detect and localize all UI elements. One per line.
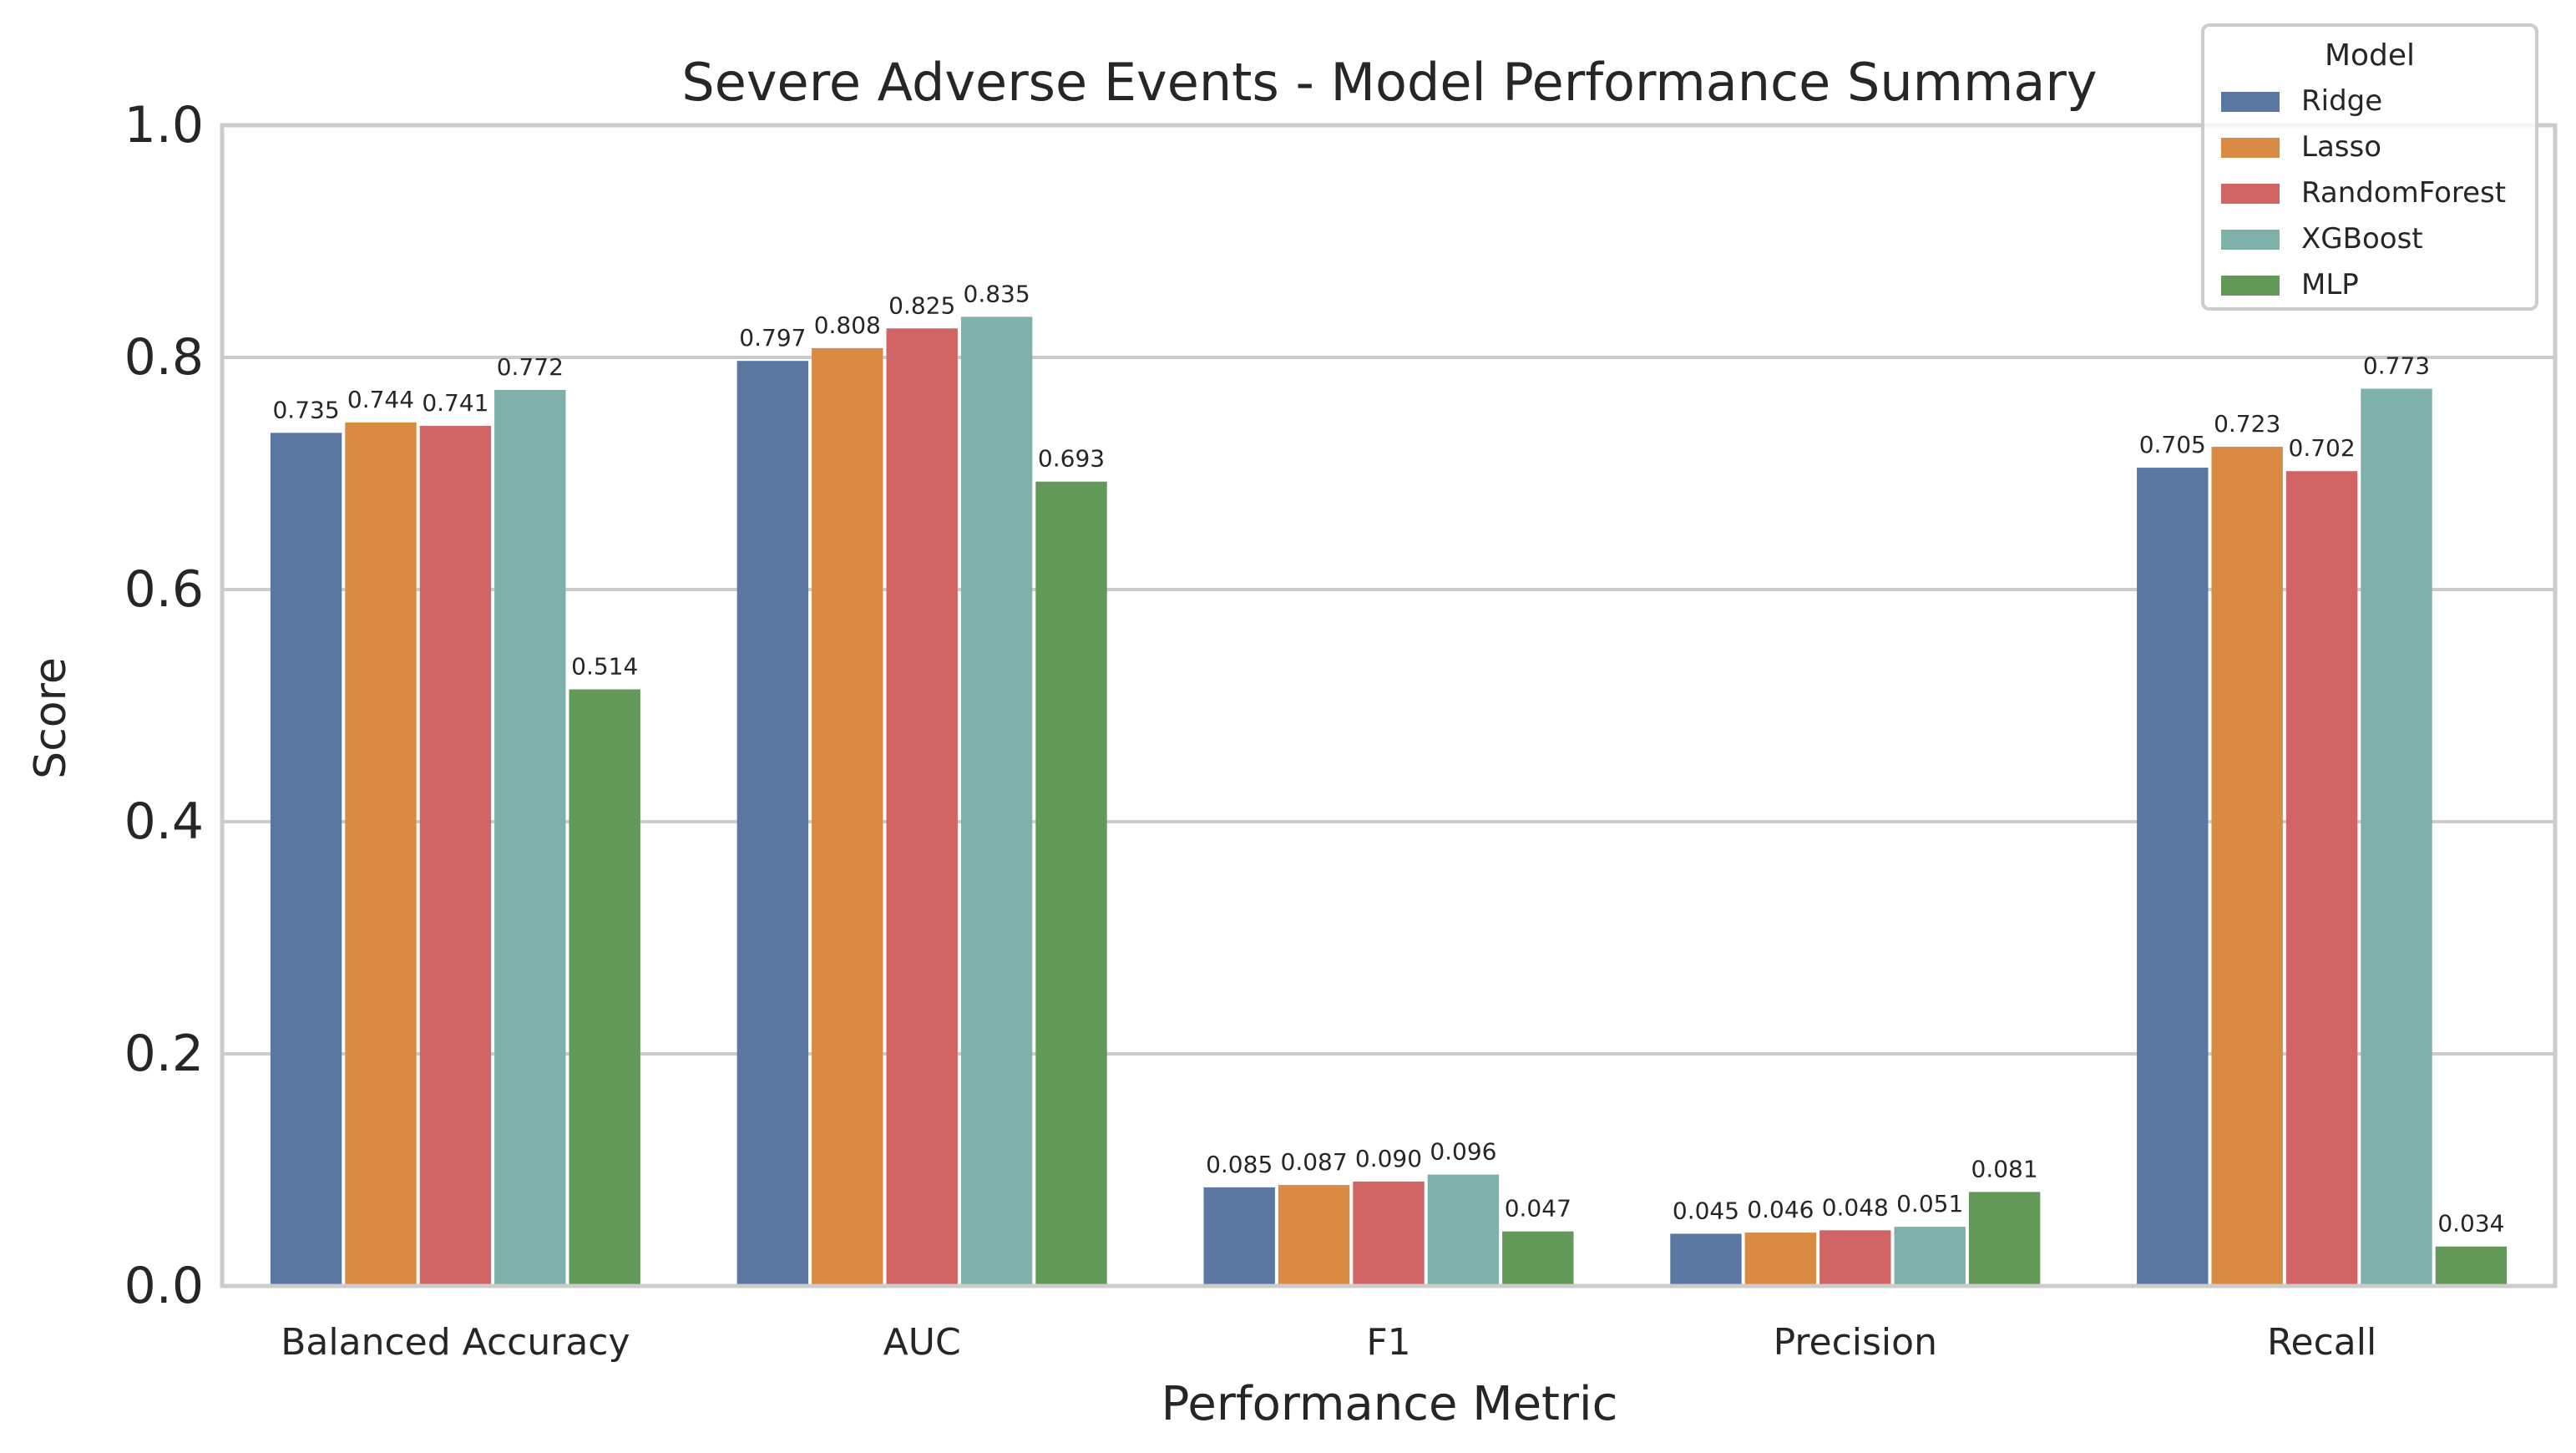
y-tick-label: 0.4 <box>124 792 204 851</box>
bar-mlp-balanced-accuracy <box>569 689 640 1286</box>
bar-xgboost-balanced-accuracy <box>494 389 566 1286</box>
bar-value-label: 0.772 <box>497 353 564 381</box>
legend-label: Ridge <box>2301 84 2382 118</box>
bar-value-label: 0.808 <box>814 311 881 339</box>
y-tick-label: 1.0 <box>124 96 204 154</box>
bar-value-label: 0.045 <box>1673 1197 1739 1224</box>
axes: 0.0 0.2 0.4 0.6 0.8 1.0 Balanced Accuracy AUC F1… <box>124 96 2558 1364</box>
bar-ridge-balanced-accuracy <box>270 433 342 1286</box>
bar-lasso-precision <box>1744 1233 1817 1286</box>
legend-items: Ridge Lasso RandomForest XGBoost MLP <box>2221 84 2506 301</box>
x-axis-label: Performance Metric <box>1161 1377 1618 1431</box>
x-tick-label: Precision <box>1774 1321 1937 1364</box>
legend-swatch <box>2221 184 2280 204</box>
bar-value-label: 0.051 <box>1896 1190 1963 1218</box>
y-tick-label: 0.8 <box>124 328 204 387</box>
bar-mlp-f1 <box>1502 1231 1574 1286</box>
y-tick-label: 0.6 <box>124 560 204 619</box>
bar-value-label: 0.705 <box>2139 431 2206 458</box>
bar-value-label: 0.087 <box>1281 1148 1348 1176</box>
bar-ridge-recall <box>2137 468 2209 1286</box>
bar-value-label: 0.825 <box>888 291 955 319</box>
legend-title: Model <box>2325 38 2415 73</box>
x-tick-label: F1 <box>1366 1321 1410 1364</box>
bar-randomforest-precision <box>1819 1230 1891 1286</box>
bar-lasso-balanced-accuracy <box>345 422 417 1287</box>
legend-label: RandomForest <box>2301 176 2506 210</box>
bar-value-label: 0.797 <box>739 324 806 352</box>
bar-value-label: 0.048 <box>1822 1193 1889 1221</box>
bar-value-label: 0.081 <box>1971 1155 2038 1182</box>
bar-randomforest-recall <box>2285 471 2358 1286</box>
legend-label: MLP <box>2301 268 2359 301</box>
bar-mlp-recall <box>2435 1246 2508 1286</box>
bar-value-label: 0.744 <box>347 386 414 413</box>
bars <box>270 316 2508 1287</box>
legend-swatch <box>2221 276 2280 296</box>
bar-xgboost-auc <box>960 316 1033 1287</box>
legend-box <box>2201 23 2538 311</box>
bar-xgboost-recall <box>2361 388 2432 1286</box>
bar-xgboost-precision <box>1894 1227 1966 1286</box>
bar-mlp-auc <box>1035 481 1107 1286</box>
y-tick-label: 0.0 <box>124 1257 204 1315</box>
bar-value-label: 0.085 <box>1206 1151 1273 1178</box>
bar-value-labels: 0.735 0.744 0.741 0.772 0.514 0.797 0.8080.825… <box>272 280 2504 1237</box>
bar-randomforest-balanced-accuracy <box>419 426 492 1286</box>
bar-value-label: 0.723 <box>2214 410 2280 438</box>
bar-value-label: 0.693 <box>1038 445 1105 473</box>
bar-randomforest-auc <box>886 328 958 1286</box>
y-tick-label: 0.2 <box>124 1025 204 1083</box>
bar-value-label: 0.514 <box>571 653 638 681</box>
plot-frame <box>220 123 2558 1288</box>
bar-value-label: 0.046 <box>1747 1196 1814 1223</box>
legend-swatch <box>2221 138 2280 158</box>
legend-label: XGBoost <box>2301 222 2423 256</box>
x-tick-label: AUC <box>883 1321 961 1364</box>
bar-ridge-precision <box>1670 1233 1742 1286</box>
bar-value-label: 0.096 <box>1430 1138 1496 1166</box>
y-axis-label: Score <box>26 657 76 779</box>
bar-value-label: 0.773 <box>2363 352 2430 380</box>
bar-randomforest-f1 <box>1353 1181 1425 1286</box>
bar-value-label: 0.702 <box>2289 434 2356 462</box>
chart-title: Severe Adverse Events - Model Performanc… <box>681 52 2097 113</box>
bar-lasso-auc <box>812 347 883 1286</box>
bar-xgboost-f1 <box>1427 1174 1500 1286</box>
x-tick-label: Balanced Accuracy <box>281 1321 630 1364</box>
bar-lasso-f1 <box>1278 1185 1350 1286</box>
bar-value-label: 0.034 <box>2437 1210 2504 1238</box>
bar-ridge-f1 <box>1203 1187 1275 1286</box>
bar-mlp-precision <box>1968 1192 2041 1286</box>
legend-swatch <box>2221 92 2280 112</box>
bar-value-label: 0.835 <box>964 280 1030 307</box>
bar-value-label: 0.047 <box>1505 1195 1571 1223</box>
x-tick-label: Recall <box>2267 1321 2376 1364</box>
bar-ridge-auc <box>736 361 809 1286</box>
legend-swatch <box>2221 230 2280 250</box>
bar-lasso-recall <box>2211 447 2283 1286</box>
legend-label: Lasso <box>2301 130 2381 164</box>
bar-value-label: 0.090 <box>1355 1145 1422 1172</box>
bar-value-label: 0.741 <box>422 389 488 417</box>
legend: Model Ridge Lasso RandomForest XGBoost MLP <box>2201 23 2538 311</box>
bar-value-label: 0.735 <box>272 396 339 423</box>
